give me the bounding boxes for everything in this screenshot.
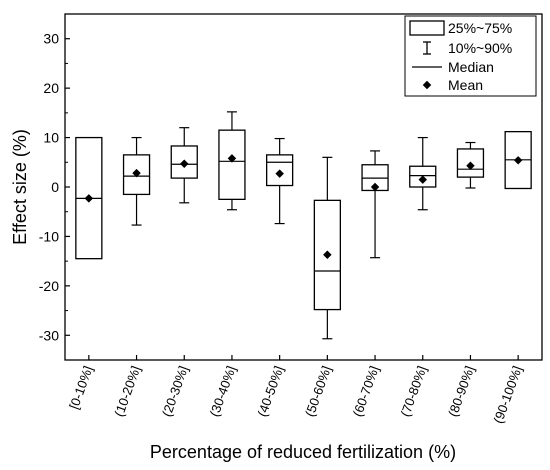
box-group <box>218 111 246 211</box>
x-category-label: (10-20%] <box>111 364 143 419</box>
y-tick-label: 0 <box>51 179 59 195</box>
iqr-box <box>122 154 151 196</box>
x-category-label: (80-90%] <box>445 364 477 419</box>
mean-marker <box>275 169 284 178</box>
iqr-box <box>170 145 198 179</box>
y-tick-label: -30 <box>39 327 59 343</box>
iqr-box <box>265 154 294 187</box>
box-group <box>361 150 389 259</box>
y-tick-label: 20 <box>43 80 59 96</box>
legend-mean-swatch <box>422 80 432 90</box>
iqr-box <box>409 165 437 188</box>
y-axis-title: Effect size (%) <box>10 129 30 245</box>
x-category-label: (50-60%] <box>302 364 334 419</box>
mean-marker <box>418 175 427 184</box>
box-group <box>122 136 151 226</box>
iqr-box <box>313 199 342 311</box>
x-category-label: (90-100%] <box>490 364 525 425</box>
y-axis: -30 -20 -10 0 10 20 30 <box>39 13 70 361</box>
mean-marker <box>132 168 141 178</box>
box-group <box>265 137 294 225</box>
iqr-box <box>456 148 485 178</box>
box-group <box>504 130 532 190</box>
mean-marker <box>180 159 189 169</box>
x-category-label: [0-10%] <box>66 364 95 411</box>
x-axis: [0-10%] (10-20%] (20-30%] (30-40%] (40-50%] (… <box>66 355 525 425</box>
boxes-layer <box>75 111 532 340</box>
y-tick-label: 30 <box>43 31 59 47</box>
box-group <box>456 141 485 189</box>
legend-box-label: 25%~75% <box>448 20 512 36</box>
mean-marker <box>466 161 475 170</box>
x-category-label: (30-40%] <box>207 364 239 419</box>
y-tick-label: -20 <box>39 278 59 294</box>
y-tick-label: -10 <box>39 228 59 244</box>
x-category-label: (70-80%] <box>397 364 429 419</box>
mean-marker <box>323 250 332 259</box>
legend: 25%~75% 10%~90% Median Mean <box>404 15 537 97</box>
iqr-box <box>218 129 246 201</box>
legend-median-label: Median <box>448 59 494 75</box>
mean-marker <box>84 194 94 203</box>
legend-whisker-label: 10%~90% <box>448 40 512 56</box>
x-category-label: (20-30%] <box>159 364 191 419</box>
x-category-label: (60-70%] <box>350 364 382 419</box>
legend-mean-label: Mean <box>448 77 483 93</box>
box-group <box>75 136 103 260</box>
x-axis-title: Percentage of reduced fertilization (%) <box>150 442 456 462</box>
legend-box-swatch <box>409 20 445 36</box>
y-tick-label: 10 <box>43 130 59 146</box>
box-group <box>313 156 342 340</box>
box-group <box>170 127 198 204</box>
box-group <box>409 136 437 211</box>
x-category-label: (40-50%] <box>254 364 286 419</box>
mean-marker <box>513 156 523 165</box>
mean-marker <box>370 182 380 192</box>
